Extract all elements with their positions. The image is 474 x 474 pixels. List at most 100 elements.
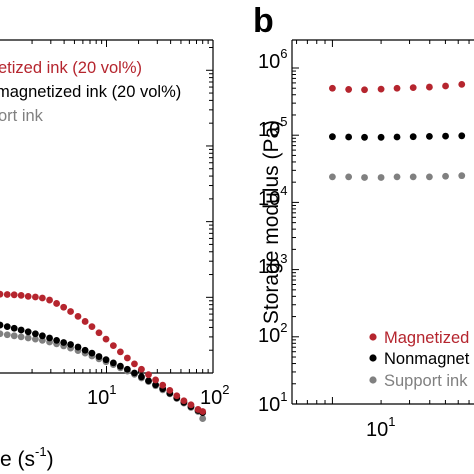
panel-a-x-tick-labels: 101 102 (87, 382, 229, 409)
panel-b-point-series-1 (409, 133, 417, 141)
panel-b-point-series-0 (442, 82, 449, 90)
legend-b-marker-magnetized (369, 333, 377, 341)
panel-b-point-series-2 (442, 172, 449, 180)
panel-a-point-series-1 (102, 356, 110, 364)
panel-a-point-series-0 (166, 386, 174, 394)
panel-b-point-series-1 (345, 133, 353, 141)
panel-a-legend: etized ink (20 vol%) magnetized ink (20 … (0, 59, 181, 125)
panel-b-point-series-0 (361, 86, 368, 94)
panel-a-point-series-0 (17, 292, 25, 299)
panel-a-point-series-0 (0, 290, 4, 298)
panel-a-point-series-0 (32, 293, 39, 301)
panel-b-point-series-2 (409, 173, 417, 181)
panel-b-points (329, 81, 466, 181)
panel-b-letter: b (253, 2, 274, 40)
panel-a-point-series-0 (81, 318, 89, 325)
legend-b-marker-nonmagnetized (369, 354, 377, 362)
panel-b-point-series-0 (458, 81, 466, 88)
legend-b-magnetized: Magnetized (384, 329, 469, 347)
panel-a-point-series-1 (81, 346, 89, 354)
panel-b-ticks (292, 40, 470, 405)
panel-a-point-series-0 (88, 323, 96, 331)
panel-b-point-series-1 (442, 132, 449, 140)
y-tick-label-b-1e3: 103 (258, 251, 287, 278)
panel-a-point-series-0 (180, 397, 188, 405)
panel-a-point-series-1 (60, 339, 68, 346)
panel-a-point-series-1 (0, 321, 4, 329)
panel-b-point-series-1 (329, 133, 336, 141)
panel-a-point-series-1 (95, 353, 103, 360)
x-tick-label-a-1: 101 (87, 382, 116, 409)
panel-a-point-series-0 (109, 342, 117, 350)
panel-b-point-series-0 (329, 84, 336, 92)
panel-a-point-series-0 (145, 371, 152, 379)
panel-a-point-series-1 (3, 323, 11, 331)
legend-b-support: Support ink (384, 372, 468, 390)
y-tick-label-b-1e4: 104 (258, 183, 287, 210)
panel-a-point-series-2 (0, 330, 4, 338)
panel-b-point-series-2 (329, 173, 336, 181)
panel-a-point-series-2 (199, 415, 207, 422)
panel-a-point-series-0 (199, 408, 207, 415)
panel-a-point-series-1 (46, 334, 53, 342)
panel-b-point-series-1 (377, 133, 385, 141)
panel-a-point-series-0 (60, 303, 68, 311)
panel-b-legend: Magnetized Nonmagnet Support ink (369, 329, 470, 390)
panel-a-point-series-0 (53, 300, 61, 307)
panel-a-point-series-0 (152, 376, 159, 384)
panel-a-point-series-2 (32, 335, 39, 343)
y-tick-label-b-1e2: 102 (258, 320, 287, 347)
panel-b-point-series-2 (458, 172, 466, 180)
panel-a-points (0, 290, 207, 422)
panel-a-point-series-1 (74, 343, 82, 351)
panel-b: b 101 102 103 104 105 106 101 Storage mo… (253, 2, 474, 441)
panel-a-point-series-0 (123, 354, 131, 362)
panel-b-point-series-2 (361, 174, 368, 181)
panel-a-point-series-1 (116, 362, 124, 370)
panel-b-point-series-0 (377, 85, 385, 93)
panel-b-point-series-1 (361, 133, 368, 141)
panel-a-point-series-1 (123, 365, 131, 373)
x-tick-label-b-1e1: 101 (366, 414, 395, 441)
panel-a-point-series-0 (38, 294, 46, 302)
panel-a-point-series-2 (24, 334, 32, 342)
legend-b-marker-support (369, 376, 377, 384)
panel-a-x-axis-label: e (s-1) (0, 444, 54, 471)
panel-a-point-series-0 (46, 296, 53, 304)
panel-a: 101 102 e (s-1) etized ink (20 vol%) mag… (0, 39, 229, 471)
y-tick-label-b-1e5: 105 (258, 114, 287, 141)
panel-a-point-series-1 (145, 377, 152, 385)
panel-b-point-series-0 (425, 83, 433, 91)
panel-b-point-series-1 (425, 132, 433, 140)
panel-b-y-tick-labels: 101 102 103 104 105 106 (258, 46, 287, 416)
panel-a-point-series-1 (109, 359, 117, 367)
panel-a-point-series-1 (138, 373, 145, 381)
panel-b-point-series-2 (345, 173, 353, 181)
panel-b-point-series-0 (393, 84, 401, 92)
panel-a-point-series-2 (3, 331, 11, 339)
x-tick-label-a-2: 102 (200, 382, 229, 409)
panel-b-point-series-2 (377, 174, 385, 181)
panel-b-point-series-1 (458, 132, 466, 140)
panel-b-y-axis-label: Storage modulus (Pa) (260, 120, 283, 324)
panel-b-point-series-1 (393, 133, 401, 141)
legend-a-magnetized: etized ink (20 vol%) (0, 59, 142, 77)
panel-b-point-series-0 (409, 84, 417, 92)
panel-a-point-series-0 (10, 291, 18, 299)
panel-a-point-series-2 (17, 333, 25, 341)
panel-a-point-series-0 (116, 348, 124, 356)
legend-a-support: ort ink (0, 107, 44, 125)
panel-b-point-series-0 (345, 86, 353, 93)
panel-a-point-series-2 (10, 332, 18, 340)
panel-b-point-series-2 (393, 173, 401, 181)
panel-a-point-series-1 (38, 332, 46, 340)
panel-a-point-series-1 (152, 381, 159, 389)
panel-a-point-series-0 (131, 360, 138, 368)
legend-a-nonmagnetized: magnetized ink (20 vol%) (0, 83, 181, 101)
panel-a-point-series-0 (102, 335, 110, 343)
panel-a-point-series-0 (187, 401, 195, 409)
panel-a-point-series-1 (24, 328, 32, 336)
y-tick-label-b-1e1: 101 (258, 389, 287, 416)
panel-a-point-series-1 (10, 324, 18, 332)
